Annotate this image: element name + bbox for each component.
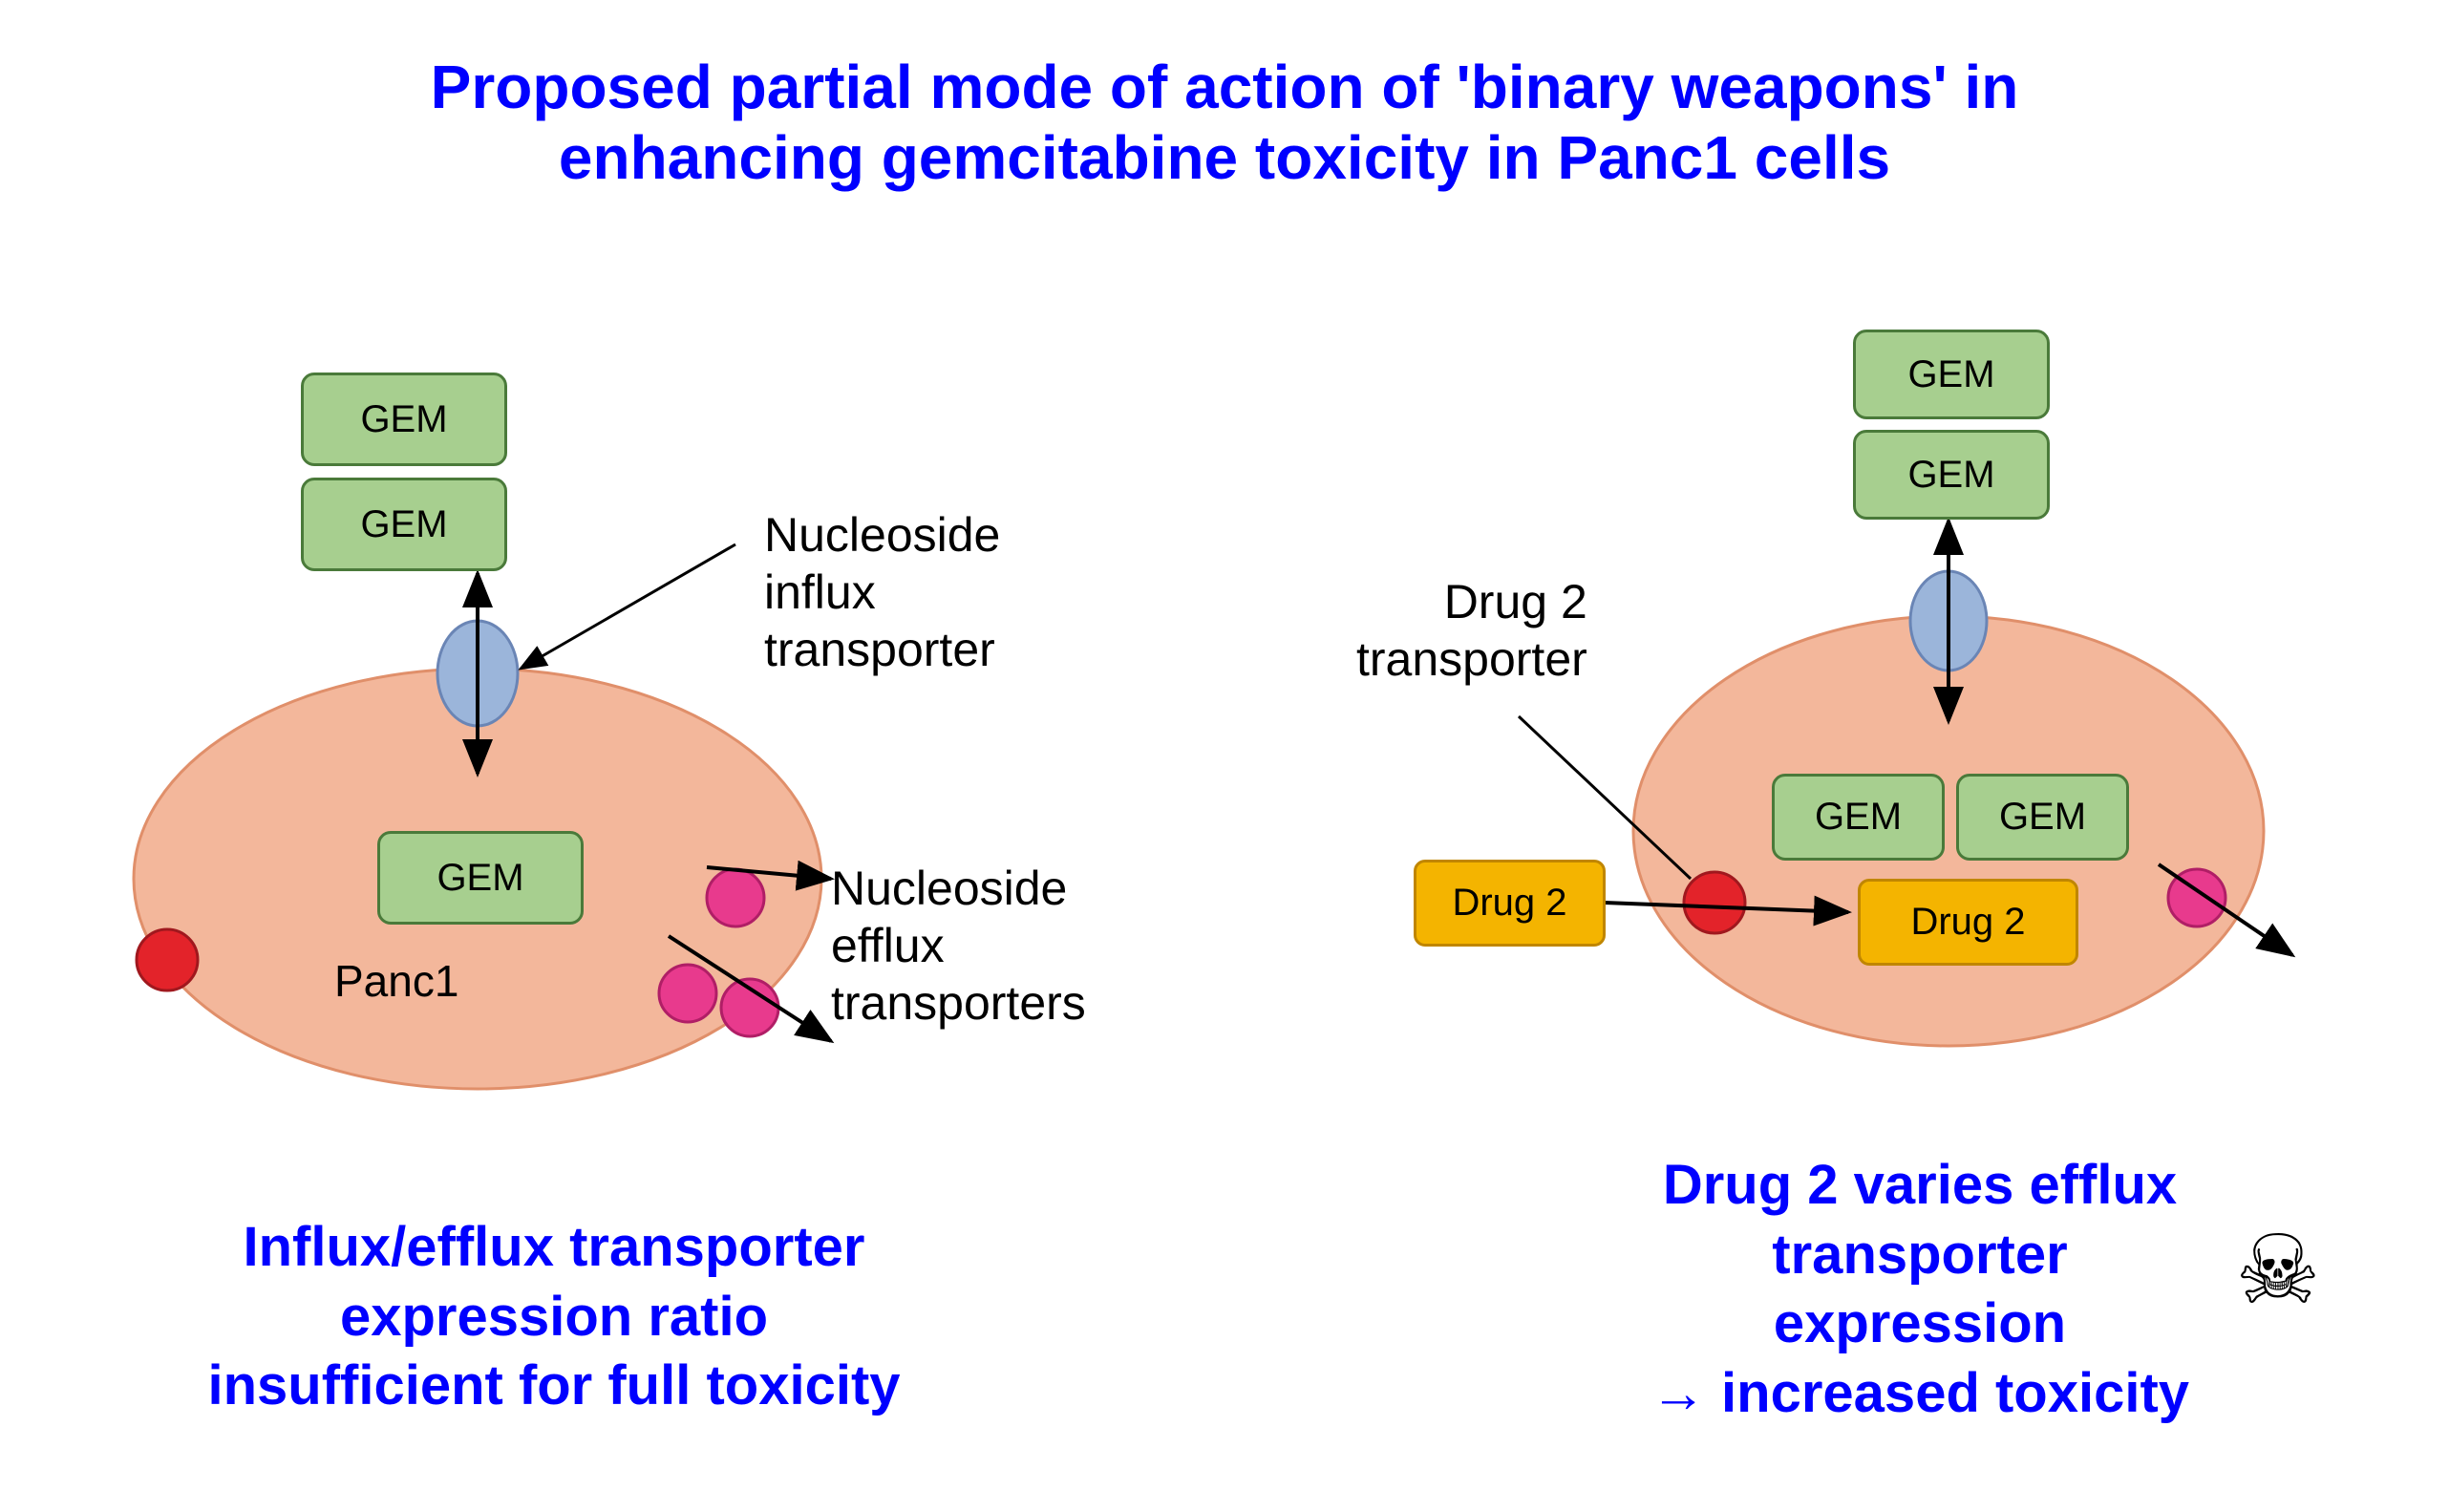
drug2-box-inside: Drug 2 (1858, 879, 2078, 966)
gem-box-outside-1-right: GEM (1853, 330, 2050, 419)
gem-box-outside-2: GEM (301, 478, 507, 571)
right-caption: Drug 2 varies efflux transporter express… (1576, 1151, 2264, 1428)
gem-box-inside-right: GEM (1956, 774, 2129, 861)
efflux-transporter-label: Nucleoside efflux transporters (831, 860, 1086, 1032)
gem-box-outside-1: GEM (301, 373, 507, 466)
gem-box-inside-left: GEM (1772, 774, 1945, 861)
drug2-box-outside: Drug 2 (1414, 860, 1606, 947)
cell-label-panc1: Panc1 (334, 955, 458, 1007)
drug2-transporter-label: Drug 2 transporter (1356, 573, 1587, 688)
gem-box-inside: GEM (377, 831, 584, 925)
left-caption: Influx/efflux transporter expression rat… (124, 1213, 984, 1421)
influx-transporter-label: Nucleoside influx transporter (764, 506, 1000, 678)
skull-icon: ☠ (2235, 1223, 2321, 1318)
gem-box-outside-2-right: GEM (1853, 430, 2050, 520)
